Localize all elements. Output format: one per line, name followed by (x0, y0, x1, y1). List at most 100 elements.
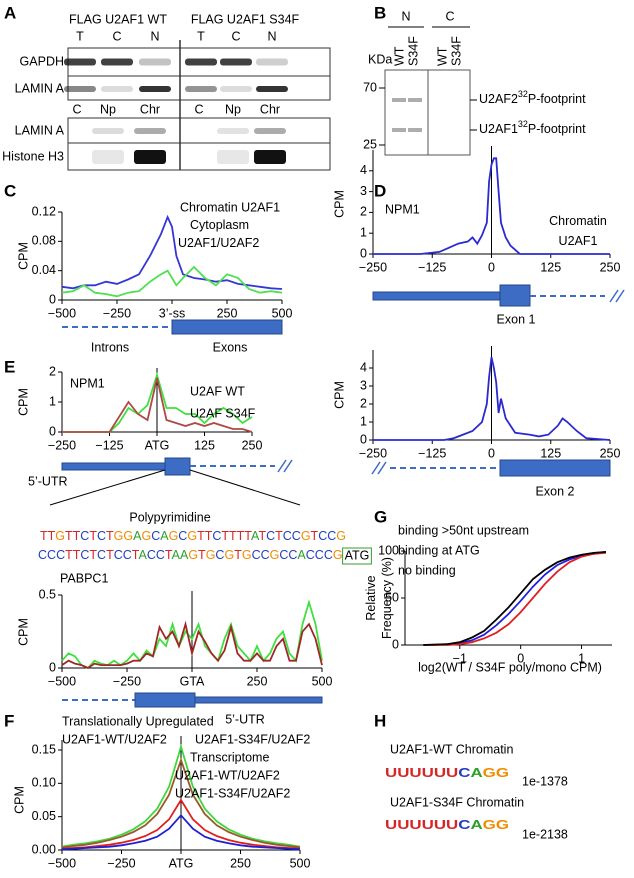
lane-label: WT (435, 46, 449, 66)
x-tick-label: 250 (230, 856, 251, 870)
text-part: G (141, 529, 151, 543)
x-tick-label: −250 (107, 856, 135, 870)
annotation: NPM1 (70, 376, 105, 390)
line-series (373, 157, 610, 255)
text-part: C (156, 548, 165, 562)
gel-band (408, 128, 422, 132)
motif-evalue: 1e-2138 (522, 827, 568, 841)
blot-frames (67, 40, 331, 171)
text-part: G (301, 529, 311, 543)
x-tick-label: ATG (169, 856, 194, 870)
x-tick-label: GTA (180, 674, 205, 688)
band-label: U2AF132P-footprint (479, 119, 586, 136)
line-series (423, 552, 606, 646)
motif-title: U2AF1-S34F Chromatin (390, 795, 524, 809)
text-part: T (198, 548, 206, 562)
marker-label: 25 (363, 137, 377, 151)
text-part: T (229, 529, 237, 543)
x-tick-label: −500 (48, 674, 76, 688)
break-mark (615, 289, 625, 303)
break-mark (277, 459, 287, 473)
text-part: G (336, 529, 346, 543)
y-tick-label: 4 (360, 360, 367, 374)
text-part: C (114, 548, 123, 562)
gel-band (392, 128, 406, 132)
text-part: T (89, 529, 97, 543)
y-axis-label: CPM (332, 381, 346, 409)
text-part: G (114, 529, 124, 543)
text-part: T (205, 529, 213, 543)
line-series (61, 813, 301, 851)
lane-label: S34F (449, 36, 463, 66)
blot-band (139, 58, 171, 66)
x-tick-label: −250 (113, 674, 141, 688)
text-part: A (297, 548, 306, 562)
y-axis-label: CPM (16, 388, 30, 416)
construct-label: FLAG U2AF1 WT (69, 12, 167, 26)
blot-band (101, 86, 133, 92)
y-tick-label: 1 (49, 394, 56, 408)
text-part: T (65, 529, 73, 543)
gene-box (61, 462, 166, 471)
blot-band (64, 86, 96, 92)
text-part: C (215, 548, 224, 562)
start-codon: ATG (345, 548, 370, 562)
panel-letter: G (374, 507, 387, 526)
lane-label: Np (100, 102, 116, 116)
text-part: C (315, 548, 324, 562)
text-part: U (409, 818, 421, 832)
y-tick-label: 100 (378, 543, 399, 557)
y-tick-label: 2 (360, 396, 367, 410)
text-part: U (434, 818, 446, 832)
line-series (423, 551, 606, 646)
x-tick-label: 125 (540, 446, 561, 460)
x-tick-label: −250 (103, 306, 131, 320)
text-part: C (266, 529, 275, 543)
text-part: C (252, 548, 261, 562)
panel-letter: F (4, 711, 14, 730)
y-tick-label: 1 (360, 414, 367, 428)
legend-title: Translationally Upregulated (62, 714, 214, 728)
x-tick-label: 0 (517, 651, 524, 665)
legend-label: no binding (398, 563, 456, 577)
text-part: T (48, 529, 56, 543)
x-tick-label: 250 (247, 674, 268, 688)
break-mark (609, 289, 619, 303)
text-part: P-footprint (528, 92, 586, 106)
text-part: A (133, 529, 142, 543)
text-part: C (279, 548, 288, 562)
text-part: C (288, 548, 297, 562)
lane-label: WT (392, 46, 406, 66)
text-part: G (187, 529, 197, 543)
line-series (61, 265, 283, 298)
text-part: T (275, 529, 283, 543)
text-part: C (306, 548, 315, 562)
annotation: Exon 2 (536, 484, 575, 498)
row-label: LAMIN A (15, 123, 65, 137)
blot-band (254, 128, 286, 134)
break-mark (371, 461, 381, 475)
blot-band (185, 86, 217, 92)
text-part: T (311, 529, 319, 543)
text-part: C (261, 548, 270, 562)
lane-label: C (72, 102, 81, 116)
text-part: G (123, 529, 133, 543)
x-tick-label: −500 (48, 856, 76, 870)
lane-label: T (76, 29, 84, 43)
x-tick-label: 500 (290, 856, 311, 870)
legend-label: Chromatin U2AF1 (549, 214, 607, 248)
gel-band (408, 98, 422, 102)
y-axis-label: Relative Frequency (%) (364, 557, 394, 639)
text-part: C (38, 548, 47, 562)
y-axis-label: CPM (16, 618, 30, 646)
x-tick-label: −125 (95, 438, 123, 452)
text-part: U (397, 766, 409, 780)
text-part: U (397, 818, 409, 832)
text-part: T (258, 529, 266, 543)
text-part: A (139, 548, 148, 562)
x-tick-label: 0 (488, 446, 495, 460)
y-tick-label: 2 (360, 205, 367, 219)
break-mark (283, 459, 293, 473)
text-part: C (318, 529, 327, 543)
